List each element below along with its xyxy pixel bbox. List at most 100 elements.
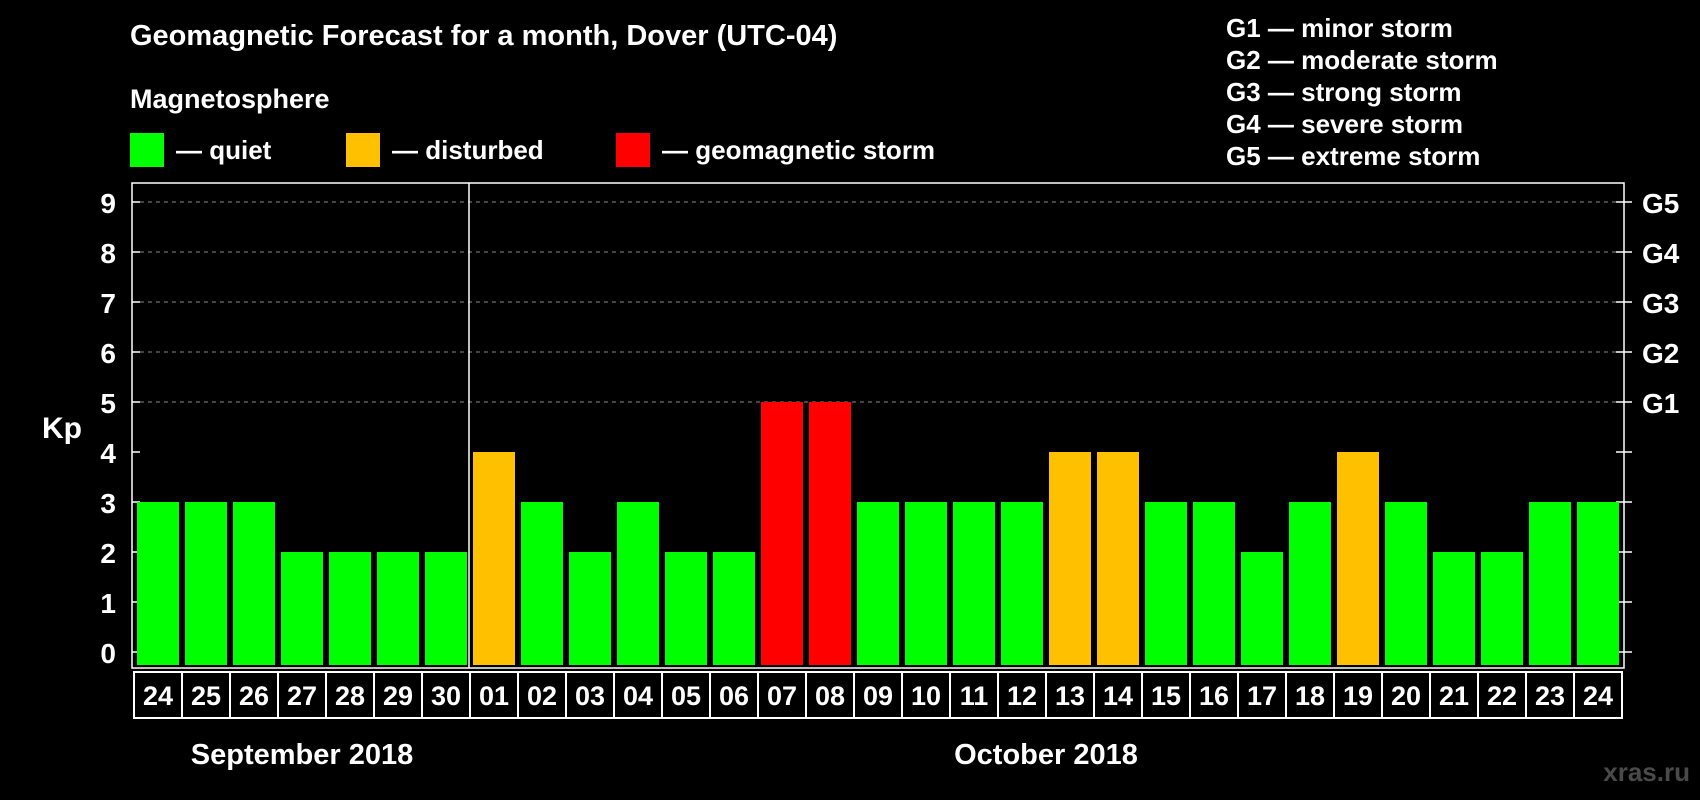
- x-tick-label: 24: [143, 681, 173, 711]
- x-tick-label: 10: [911, 681, 941, 711]
- x-tick-label: 03: [575, 681, 605, 711]
- legend-swatch-storm: [616, 133, 650, 167]
- x-tick-label: 05: [671, 681, 701, 711]
- bar-05-11: [665, 552, 707, 665]
- y-tick-label: 1: [100, 588, 116, 619]
- x-tick-label: 09: [863, 681, 893, 711]
- bar-24-0: [137, 502, 179, 665]
- bar-26-2: [233, 502, 275, 665]
- x-tick-label: 02: [527, 681, 557, 711]
- legend-storm: — geomagnetic storm: [616, 133, 935, 167]
- x-tick-label: 21: [1439, 681, 1469, 711]
- legend-label-quiet: — quiet: [176, 134, 272, 165]
- x-tick-label: 20: [1391, 681, 1421, 711]
- right-axis-label-g5: G5: [1642, 188, 1679, 219]
- bar-10-16: [905, 502, 947, 665]
- y-tick-label: 7: [100, 288, 116, 319]
- bar-03-9: [569, 552, 611, 665]
- legend-label-storm: — geomagnetic storm: [662, 134, 936, 165]
- x-tick-label: 11: [960, 681, 989, 711]
- right-axis-label-g1: G1: [1642, 388, 1679, 419]
- bar-29-5: [377, 552, 419, 665]
- x-tick-label: 13: [1055, 681, 1085, 711]
- day-box: [1573, 671, 1623, 719]
- right-axis-label-g2: G2: [1642, 338, 1679, 369]
- x-tick-label: 15: [1151, 681, 1181, 711]
- bar-08-14: [809, 402, 851, 665]
- x-tick-label: 25: [191, 681, 221, 711]
- x-tick-label: 04: [623, 681, 653, 711]
- x-tick-label: 19: [1343, 681, 1373, 711]
- bar-13-19: [1049, 452, 1091, 665]
- bar-04-10: [617, 502, 659, 665]
- legend-swatch-quiet: [130, 133, 164, 167]
- bar-12-18: [1001, 502, 1043, 665]
- y-tick-label: 0: [100, 638, 116, 669]
- storm-level-g1: G1 — minor storm: [1226, 13, 1453, 43]
- x-tick-label: 29: [383, 681, 413, 711]
- bar-07-13: [761, 402, 803, 665]
- y-tick-label: 4: [100, 438, 116, 469]
- x-tick-label: 26: [239, 681, 269, 711]
- bar-22-28: [1481, 552, 1523, 665]
- legend-swatch-disturbed: [346, 133, 380, 167]
- bar-06-12: [713, 552, 755, 665]
- right-axis-label-g3: G3: [1642, 288, 1679, 319]
- legend-disturbed: — disturbed: [346, 133, 544, 167]
- bar-11-17: [953, 502, 995, 665]
- bar-25-1: [185, 502, 227, 665]
- bar-19-25: [1337, 452, 1379, 665]
- x-tick-label: 08: [815, 681, 845, 711]
- x-tick-label: 12: [1007, 681, 1037, 711]
- x-tick-label: 18: [1295, 681, 1325, 711]
- bar-18-24: [1289, 502, 1331, 665]
- x-tick-label: 22: [1487, 681, 1517, 711]
- legend-quiet: — quiet: [130, 133, 271, 167]
- x-tick-label: 14: [1103, 681, 1133, 711]
- x-tick-label: 30: [431, 681, 461, 711]
- bar-20-26: [1385, 502, 1427, 665]
- x-tick-label: 06: [719, 681, 749, 711]
- x-tick-label: 23: [1535, 681, 1565, 711]
- legend-heading: Magnetosphere: [130, 84, 330, 114]
- storm-level-g5: G5 — extreme storm: [1226, 141, 1481, 171]
- y-tick-label: 5: [100, 388, 116, 419]
- legend-label-disturbed: — disturbed: [392, 134, 544, 165]
- y-axis-label: Kp: [42, 412, 82, 445]
- bar-01-7: [473, 452, 515, 665]
- bar-24-30: [1577, 502, 1619, 665]
- month-label-0: September 2018: [191, 739, 413, 771]
- bar-30-6: [425, 552, 467, 665]
- y-tick-label: 2: [100, 538, 116, 569]
- bar-21-27: [1433, 552, 1475, 665]
- x-tick-label: 27: [287, 681, 317, 711]
- plot-frame: [131, 182, 1625, 669]
- y-tick-label: 9: [100, 188, 116, 219]
- bar-16-22: [1193, 502, 1235, 665]
- bar-15-21: [1145, 502, 1187, 665]
- x-tick-label: 01: [479, 681, 509, 711]
- right-axis-label-g4: G4: [1642, 238, 1680, 269]
- y-tick-label: 3: [100, 488, 116, 519]
- bar-27-3: [281, 552, 323, 665]
- storm-level-g3: G3 — strong storm: [1226, 77, 1462, 107]
- x-tick-label: 16: [1199, 681, 1229, 711]
- month-label-1: October 2018: [954, 739, 1138, 771]
- x-tick-label: 17: [1247, 681, 1277, 711]
- y-tick-label: 6: [100, 338, 116, 369]
- storm-level-list: G1 — minor storm G2 — moderate storm G3 …: [1226, 12, 1498, 172]
- chart-title: Geomagnetic Forecast for a month, Dover …: [130, 20, 838, 52]
- bar-02-8: [521, 502, 563, 665]
- bar-28-4: [329, 552, 371, 665]
- watermark: xras.ru: [1603, 757, 1690, 787]
- bar-23-29: [1529, 502, 1571, 665]
- x-tick-label: 28: [335, 681, 365, 711]
- bar-17-23: [1241, 552, 1283, 665]
- bar-09-15: [857, 502, 899, 665]
- x-tick-label: 24: [1583, 681, 1613, 711]
- storm-level-g4: G4 — severe storm: [1226, 109, 1464, 139]
- y-tick-label: 8: [100, 238, 116, 269]
- x-tick-label: 07: [767, 681, 797, 711]
- storm-level-g2: G2 — moderate storm: [1226, 45, 1498, 75]
